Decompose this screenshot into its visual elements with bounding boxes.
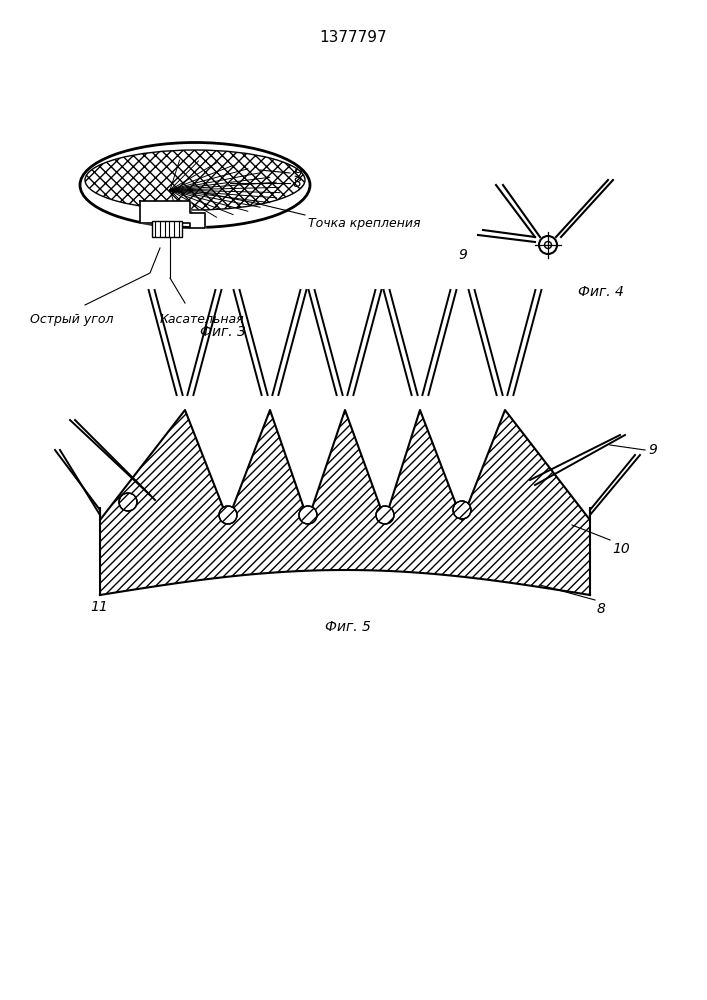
Ellipse shape — [85, 150, 305, 210]
FancyBboxPatch shape — [152, 221, 182, 237]
Text: 9: 9 — [293, 166, 302, 180]
Text: 8: 8 — [293, 176, 302, 190]
Circle shape — [299, 506, 317, 524]
Text: Касательная: Касательная — [160, 313, 245, 326]
Text: Фиг. 3: Фиг. 3 — [200, 325, 246, 339]
Text: Фиг. 4: Фиг. 4 — [578, 285, 624, 299]
Polygon shape — [140, 201, 205, 228]
Text: 11: 11 — [90, 600, 107, 614]
Circle shape — [119, 493, 137, 511]
Text: Точка крепления: Точка крепления — [308, 217, 421, 230]
Polygon shape — [100, 410, 590, 595]
Text: Острый угол: Острый угол — [30, 313, 114, 326]
Circle shape — [219, 506, 237, 524]
Text: 8: 8 — [597, 602, 606, 616]
Text: 9: 9 — [458, 248, 467, 262]
Text: Фиг. 5: Фиг. 5 — [325, 620, 371, 634]
Text: 10: 10 — [612, 542, 630, 556]
Circle shape — [453, 501, 471, 519]
Circle shape — [539, 236, 557, 254]
Text: 1377797: 1377797 — [319, 30, 387, 45]
Circle shape — [376, 506, 394, 524]
Text: 9: 9 — [648, 443, 657, 457]
